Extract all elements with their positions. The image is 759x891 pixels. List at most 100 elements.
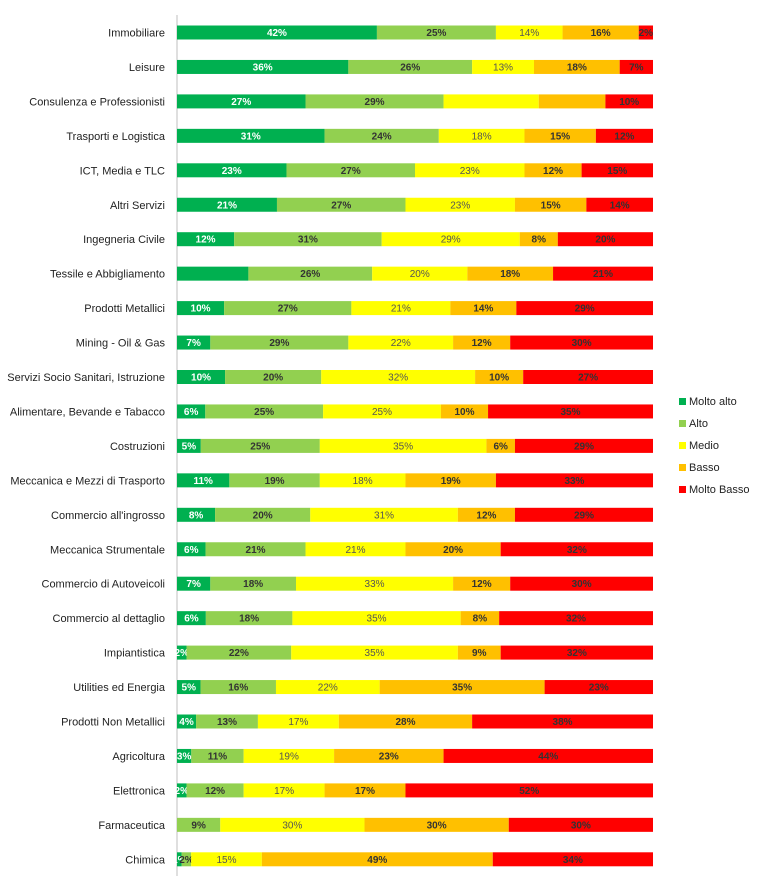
bar-segment-immobiliare-s3 (562, 25, 639, 40)
category-label-agricoltura: Agricoltura (112, 751, 165, 763)
category-label-utilities-ed-energia: Utilities ed Energia (73, 682, 166, 694)
data-label-servizi-socio-sanitari-istruzione-s4: 27% (578, 373, 598, 384)
data-label-meccanica-strumentale-s2: 21% (345, 545, 365, 556)
data-label-ict-media-e-tlc-s0: 23% (222, 166, 242, 177)
bar-segment-alimentare-bevande-e-tabacco-s1 (205, 404, 324, 419)
data-label-utilities-ed-energia-s1: 16% (228, 683, 248, 694)
data-label-mining-oil-gas-s2: 22% (391, 338, 411, 349)
bar-segment-ingegneria-civile-s2 (381, 232, 520, 247)
legend-label-basso: Basso (689, 462, 720, 474)
data-label-ict-media-e-tlc-s1: 27% (341, 166, 361, 177)
data-label-tessile-e-abbigliamento-s3: 18% (500, 269, 520, 280)
bar-segment-servizi-socio-sanitari-istruzione-s1 (225, 370, 322, 384)
category-label-elettronica: Elettronica (113, 785, 166, 797)
data-label-elettronica-s1: 12% (205, 786, 225, 797)
data-label-commercio-di-autoveicoli-s2: 33% (365, 579, 385, 590)
data-label-impiantistica-s1: 22% (229, 648, 249, 659)
data-label-agricoltura-s0: 3% (177, 751, 192, 762)
data-label-ict-media-e-tlc-s2: 23% (460, 166, 480, 177)
bar-segment-altri-servizi-s4 (586, 197, 653, 212)
bar-segment-meccanica-strumentale-s4 (500, 542, 653, 557)
category-label-servizi-socio-sanitari-istruzione: Servizi Socio Sanitari, Istruzione (7, 372, 165, 384)
bar-segment-servizi-socio-sanitari-istruzione-s3 (475, 370, 524, 384)
category-label-tessile-e-abbigliamento: Tessile e Abbigliamento (50, 269, 165, 281)
data-label-alimentare-bevande-e-tabacco-s1: 25% (254, 407, 274, 418)
bar-segment-costruzioni-s3 (486, 438, 515, 453)
bar-segment-tessile-e-abbigliamento-s4 (553, 266, 653, 281)
bar-segment-trasporti-e-logistica-s4 (595, 128, 653, 143)
data-label-meccanica-e-mezzi-di-trasporto-s1: 19% (265, 476, 285, 487)
bar-segment-commercio-di-autoveicoli-s3 (453, 576, 511, 591)
bar-segment-costruzioni-s0 (177, 438, 201, 453)
data-label-alimentare-bevande-e-tabacco-s4: 35% (561, 407, 581, 418)
legend-swatch-basso (679, 464, 686, 471)
data-label-utilities-ed-energia-s0: 5% (182, 683, 197, 694)
category-label-consulenza-e-professionisti: Consulenza e Professionisti (29, 96, 165, 108)
data-label-commercio-al-dettaglio-s4: 32% (566, 614, 586, 625)
bar-segment-farmaceutica-s3 (364, 817, 509, 832)
data-label-meccanica-strumentale-s0: 6% (184, 545, 199, 556)
data-label-consulenza-e-professionisti-s1: 29% (365, 97, 385, 108)
bar-segment-chimica-s2 (191, 852, 262, 867)
bar-segment-commercio-di-autoveicoli-s0 (177, 576, 211, 591)
data-label-farmaceutica-s3: 30% (427, 820, 447, 831)
bar-segment-leisure-s2 (472, 59, 534, 74)
bar-segment-ingegneria-civile-s0 (177, 232, 235, 247)
bar-segment-costruzioni-s4 (514, 438, 653, 453)
category-label-mining-oil-gas: Mining - Oil & Gas (76, 338, 166, 350)
data-label-prodotti-non-metallici-s1: 13% (217, 717, 237, 728)
data-label-ingegneria-civile-s3: 8% (532, 235, 547, 246)
bar-segment-mining-oil-gas-s0 (177, 335, 211, 350)
data-label-elettronica-s4: 52% (519, 786, 539, 797)
bar-segment-tessile-e-abbigliamento-s0 (177, 266, 249, 281)
data-label-utilities-ed-energia-s4: 23% (589, 683, 609, 694)
data-label-chimica-s4: 34% (563, 855, 583, 866)
bar-segment-meccanica-strumentale-s3 (405, 542, 501, 557)
legend: Molto alto Alto Medio Basso Molto Basso (679, 396, 750, 496)
bar-segment-immobiliare-s2 (495, 25, 563, 40)
bar-segment-alimentare-bevande-e-tabacco-s3 (440, 404, 489, 419)
data-label-immobiliare-s3: 16% (591, 28, 611, 39)
data-label-alimentare-bevande-e-tabacco-s2: 25% (372, 407, 392, 418)
bar-segment-consulenza-e-professionisti-s4 (605, 94, 653, 109)
data-label-ingegneria-civile-s2: 29% (441, 235, 461, 246)
bar-segment-ict-media-e-tlc-s4 (581, 163, 653, 178)
bar-segment-leisure-s1 (348, 59, 473, 74)
bar-segment-commercio-al-dettaglio-s4 (499, 611, 653, 626)
data-label-consulenza-e-professionisti-s4: 10% (619, 97, 639, 108)
data-label-chimica-s0: 1% (172, 855, 187, 866)
data-label-commercio-di-autoveicoli-s0: 7% (186, 579, 201, 590)
bar-segment-servizi-socio-sanitari-istruzione-s0 (177, 370, 226, 384)
data-label-ingegneria-civile-s0: 12% (196, 235, 216, 246)
legend-label-medio: Medio (689, 440, 719, 452)
bar-segment-prodotti-non-metallici-s3 (338, 714, 473, 729)
data-label-leisure-s2: 13% (493, 62, 513, 73)
bar-segment-servizi-socio-sanitari-istruzione-s4 (523, 370, 653, 384)
bar-segment-farmaceutica-s2 (220, 817, 365, 832)
data-label-tessile-e-abbigliamento-s2: 20% (410, 269, 430, 280)
bar-segment-ict-media-e-tlc-s1 (286, 163, 415, 178)
data-label-costruzioni-s1: 25% (250, 441, 270, 452)
category-labels: Immobiliare Leisure Consulenza e Professio… (7, 28, 166, 867)
data-label-elettronica-s0: 2% (175, 786, 190, 797)
bar-segment-tessile-e-abbigliamento-s2 (372, 266, 468, 281)
category-label-trasporti-e-logistica: Trasporti e Logistica (66, 131, 166, 143)
data-label-impiantistica-s4: 32% (567, 648, 587, 659)
bar-segment-elettronica-s2 (243, 783, 325, 798)
bar-segment-ict-media-e-tlc-s3 (524, 163, 582, 178)
data-label-commercio-all-ingrosso-s4: 29% (574, 510, 594, 521)
data-label-commercio-di-autoveicoli-s3: 12% (472, 579, 492, 590)
data-label-ingegneria-civile-s1: 31% (298, 235, 318, 246)
category-label-prodotti-non-metallici: Prodotti Non Metallici (61, 717, 165, 729)
data-label-costruzioni-s0: 5% (182, 441, 197, 452)
data-label-farmaceutica-s1: 9% (191, 820, 206, 831)
category-label-commercio-al-dettaglio: Commercio al dettaglio (53, 613, 166, 625)
category-label-alimentare-bevande-e-tabacco: Alimentare, Bevande e Tabacco (10, 406, 165, 418)
bar-segment-commercio-all-ingrosso-s4 (514, 507, 653, 522)
bar-segment-ict-media-e-tlc-s2 (415, 163, 525, 178)
bar-segment-meccanica-e-mezzi-di-trasporto-s2 (319, 473, 406, 488)
data-label-prodotti-metallici-s3: 14% (473, 304, 493, 315)
category-label-prodotti-metallici: Prodotti Metallici (84, 303, 165, 315)
bar-segment-utilities-ed-energia-s1 (200, 680, 276, 695)
category-label-altri-servizi: Altri Servizi (110, 200, 165, 212)
